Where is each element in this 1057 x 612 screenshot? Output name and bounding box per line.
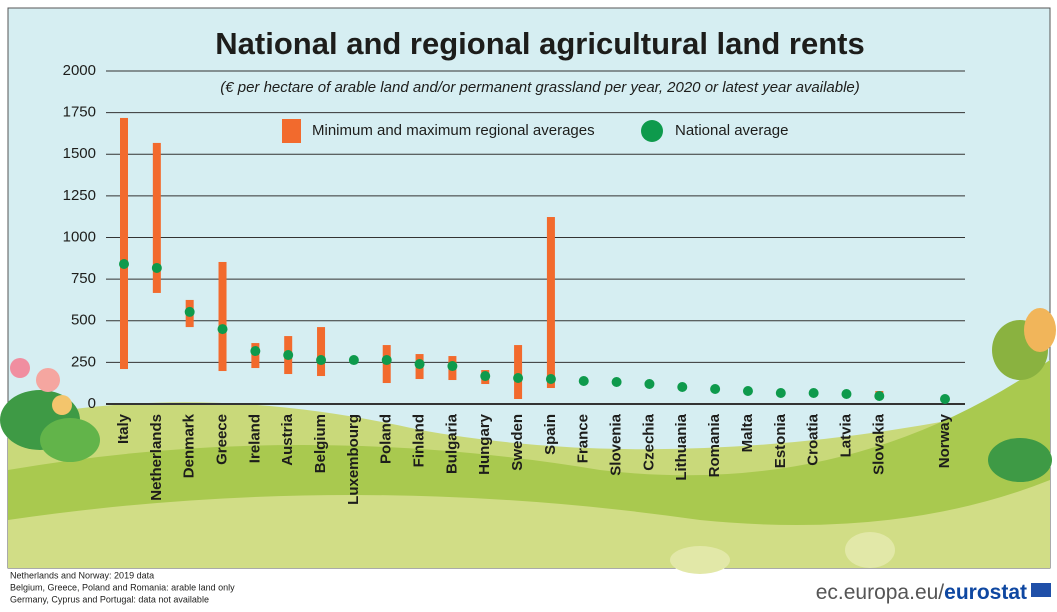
average-dot xyxy=(415,359,425,369)
average-dot xyxy=(546,374,556,384)
x-tick-label: France xyxy=(575,414,592,463)
footnote: Netherlands and Norway: 2019 data xyxy=(10,570,154,580)
average-dot xyxy=(283,350,293,360)
x-tick-label: Denmark xyxy=(181,413,198,478)
average-dot xyxy=(644,379,654,389)
source-site: ec.europa.eu/ xyxy=(816,581,945,604)
x-tick-label: Luxembourg xyxy=(345,414,362,505)
x-tick-label: Slovakia xyxy=(870,413,887,475)
range-bar xyxy=(317,327,325,376)
x-tick-label: Netherlands xyxy=(148,414,165,501)
legend-swatch xyxy=(282,119,301,143)
x-tick-label: Belgium xyxy=(312,414,329,473)
x-tick-label: Romania xyxy=(706,413,723,477)
y-tick-label: 1250 xyxy=(63,187,96,204)
average-dot xyxy=(841,389,851,399)
flower xyxy=(52,395,72,415)
average-dot xyxy=(776,388,786,398)
x-tick-label: Greece xyxy=(213,414,230,465)
flower xyxy=(36,368,60,392)
average-dot xyxy=(513,373,523,383)
x-tick-label: Estonia xyxy=(772,413,789,468)
x-tick-label: Italy xyxy=(115,413,132,444)
footnote: Germany, Cyprus and Portugal: data not a… xyxy=(10,594,209,604)
chart-title: National and regional agricultural land … xyxy=(215,26,864,61)
average-dot xyxy=(152,263,162,273)
x-tick-label: Latvia xyxy=(837,413,854,457)
x-tick-label: Norway xyxy=(936,413,953,468)
range-bar xyxy=(547,217,555,388)
average-dot xyxy=(447,361,457,371)
x-tick-label: Lithuania xyxy=(673,413,690,480)
average-dot xyxy=(809,388,819,398)
average-dot xyxy=(218,324,228,334)
x-tick-label: Czechia xyxy=(640,413,657,470)
average-dot xyxy=(743,386,753,396)
y-tick-label: 250 xyxy=(71,353,96,370)
y-tick-label: 750 xyxy=(71,270,96,287)
x-tick-label: Finland xyxy=(411,414,428,467)
average-dot xyxy=(579,376,589,386)
flower xyxy=(10,358,30,378)
y-tick-label: 1750 xyxy=(63,104,96,121)
footnote: Belgium, Greece, Poland and Romania: ara… xyxy=(10,582,235,592)
average-dot xyxy=(316,355,326,365)
legend-label: Minimum and maximum regional averages xyxy=(312,122,595,139)
average-dot xyxy=(940,394,950,404)
y-tick-label: 500 xyxy=(71,312,96,329)
average-dot xyxy=(612,377,622,387)
legend-swatch xyxy=(641,120,663,142)
bush xyxy=(40,418,100,462)
tree xyxy=(1024,308,1056,352)
x-tick-label: Poland xyxy=(378,414,395,464)
bush xyxy=(670,546,730,574)
range-bar xyxy=(219,262,227,371)
x-tick-label: Hungary xyxy=(476,413,493,475)
range-bar xyxy=(120,118,128,369)
source: ec.europa.eu/eurostat xyxy=(816,581,1027,604)
x-tick-label: Sweden xyxy=(509,414,526,471)
bush xyxy=(845,532,895,568)
x-tick-label: Bulgaria xyxy=(443,413,460,474)
bush xyxy=(988,438,1052,482)
x-tick-label: Ireland xyxy=(246,414,263,463)
eu-flag xyxy=(1031,583,1051,597)
legend-label: National average xyxy=(675,122,788,139)
average-dot xyxy=(480,371,490,381)
average-dot xyxy=(710,384,720,394)
x-tick-label: Slovenia xyxy=(608,413,625,475)
y-tick-label: 1500 xyxy=(63,145,96,162)
y-tick-label: 2000 xyxy=(63,62,96,79)
average-dot xyxy=(382,355,392,365)
y-tick-label: 1000 xyxy=(63,228,96,245)
average-dot xyxy=(185,307,195,317)
x-tick-label: Malta xyxy=(739,413,756,452)
x-tick-label: Croatia xyxy=(805,413,822,465)
average-dot xyxy=(874,391,884,401)
chart-subtitle: (€ per hectare of arable land and/or per… xyxy=(220,79,860,96)
average-dot xyxy=(250,346,260,356)
range-bar xyxy=(514,345,522,399)
average-dot xyxy=(677,382,687,392)
x-tick-label: Spain xyxy=(542,414,559,455)
y-tick-label: 0 xyxy=(88,395,96,412)
x-tick-label: Austria xyxy=(279,413,296,465)
average-dot xyxy=(119,259,129,269)
average-dot xyxy=(349,355,359,365)
source-brand: eurostat xyxy=(944,581,1027,604)
chart: National and regional agricultural land … xyxy=(0,0,1057,607)
